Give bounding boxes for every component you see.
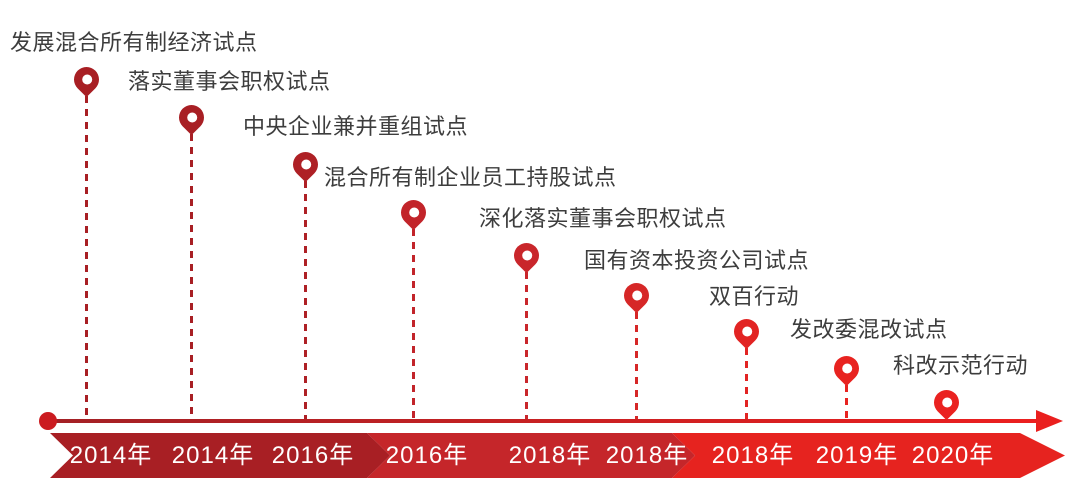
pin-dashed-leader-line [85,96,88,419]
pin-hole [739,324,754,339]
year-band-segment-2 [367,433,695,478]
pin-dashed-leader-line [635,312,638,419]
milestone-label: 发改委混改试点 [790,317,948,342]
pin-hole [839,361,854,376]
pin-dashed-leader-line [304,181,307,419]
year-band-segment-1 [50,433,390,478]
year-label: 2018年 [605,442,689,469]
pin-dashed-leader-line [525,272,528,419]
pin-hole [184,110,199,125]
year-label: 2016年 [385,442,469,469]
milestone-label: 落实董事会职权试点 [128,69,331,94]
pin-dashed-leader-line [412,229,415,419]
map-pin-icon [828,350,865,387]
year-label: 2014年 [171,442,255,469]
map-pin-icon [68,61,105,98]
pin-hole [79,72,94,87]
milestone-label: 深化落实董事会职权试点 [479,206,727,231]
pin-dashed-leader-line [845,385,848,419]
year-label: 2016年 [271,442,355,469]
timeline-axis-line [48,419,1040,423]
milestone-label: 双百行动 [709,284,800,309]
year-label: 2020年 [911,442,995,469]
pin-hole [298,157,313,172]
year-band-segment-3 [672,433,1065,478]
pin-hole [939,395,954,410]
map-pin-icon [508,237,545,274]
pin-dashed-leader-line [745,348,748,419]
map-pin-icon [287,146,324,183]
milestone-label: 中央企业兼并重组试点 [243,114,469,139]
year-label: 2014年 [69,442,153,469]
milestone-label: 科改示范行动 [893,353,1029,378]
pin-dashed-leader-line [190,134,193,419]
map-pin-icon [173,99,210,136]
map-pin-icon [618,277,655,314]
year-label: 2019年 [815,442,899,469]
pin-hole [519,248,534,263]
year-label: 2018年 [508,442,592,469]
year-label: 2018年 [711,442,795,469]
map-pin-icon [928,384,965,421]
map-pin-icon [395,194,432,231]
timeline-start-dot [39,412,57,430]
milestone-label: 混合所有制企业员工持股试点 [324,165,617,190]
milestone-label: 发展混合所有制经济试点 [10,30,258,55]
milestone-label: 国有资本投资公司试点 [584,248,810,273]
map-pin-icon [728,313,765,350]
pin-hole [406,205,421,220]
timeline-arrowhead-icon [1036,410,1063,432]
pin-hole [629,288,644,303]
